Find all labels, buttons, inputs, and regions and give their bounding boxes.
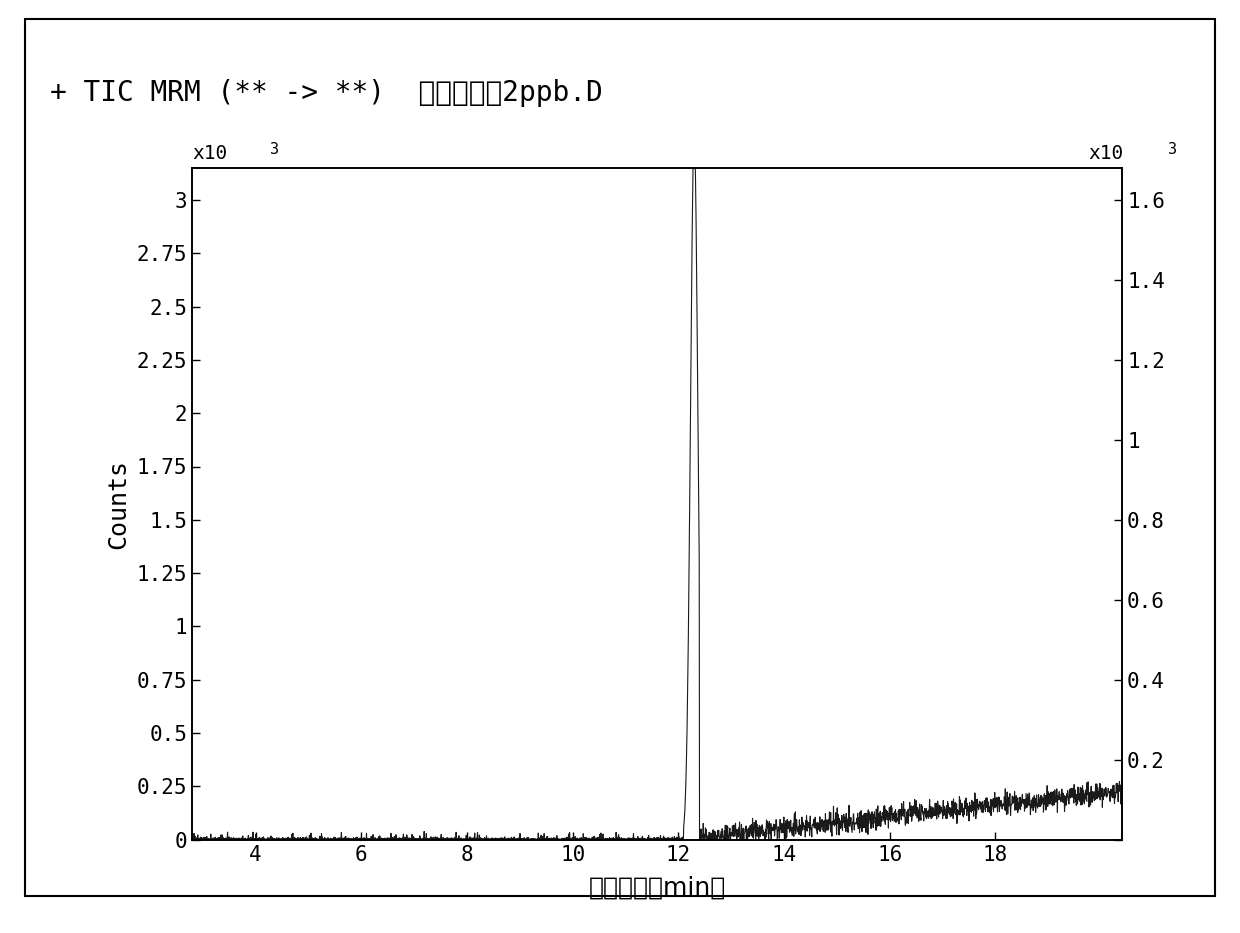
X-axis label: 采集时间（min）: 采集时间（min） [589, 876, 725, 899]
Y-axis label: Counts: Counts [105, 459, 130, 549]
Text: + TIC MRM (** -> **)  甲基异硫硶2ppb.D: + TIC MRM (** -> **) 甲基异硫硶2ppb.D [50, 79, 603, 107]
Text: x10: x10 [1089, 145, 1123, 163]
Text: x10: x10 [192, 145, 227, 163]
Text: 3: 3 [270, 142, 279, 157]
Text: 3: 3 [1168, 142, 1177, 157]
